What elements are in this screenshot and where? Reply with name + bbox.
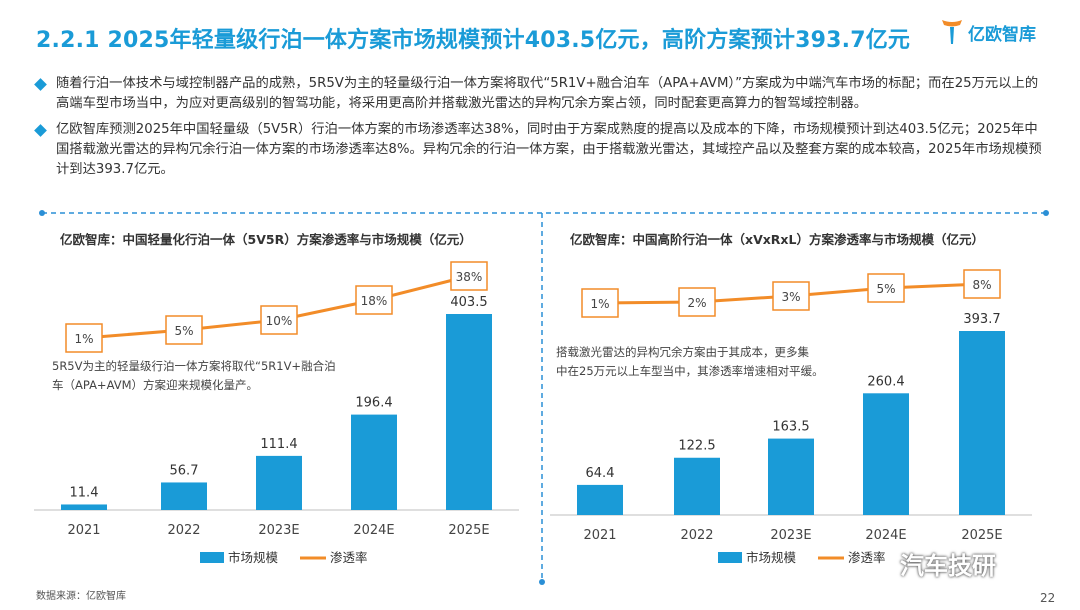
- x-tick-label: 2023E: [770, 528, 811, 543]
- bar-2024E: [351, 414, 397, 510]
- bar-2022: [674, 457, 720, 515]
- bar-2021: [577, 484, 623, 515]
- chart-annotation: 5R5V为主的轻量级行泊一体方案将取代“5R1V+融合泊: [52, 359, 336, 373]
- line-value-label: 3%: [781, 290, 800, 304]
- line-value-label: 8%: [972, 278, 991, 292]
- bar-2021: [61, 504, 107, 510]
- legend-swatch-bar: [718, 552, 742, 563]
- line-value-label: 5%: [174, 324, 193, 338]
- legend-label: 渗透率: [848, 550, 886, 565]
- x-tick-label: 2024E: [865, 528, 906, 543]
- chart-title: 亿欧智库：中国高阶行泊一体（xVxRxL）方案渗透率与市场规模（亿元）: [570, 232, 984, 247]
- legend-swatch-bar: [200, 552, 224, 563]
- bullet-text: 亿欧智库预测2025年中国轻量级（5V5R）行泊一体方案的市场渗透率达38%，同…: [56, 122, 1042, 177]
- bar-value-label: 163.5: [772, 420, 809, 435]
- x-tick-label: 2021: [67, 523, 100, 538]
- bullet-item: 随着行泊一体技术与域控制器产品的成熟，5R5V为主的轻量级行泊一体方案将取代“5…: [34, 74, 1046, 114]
- divider-dot: [39, 210, 45, 216]
- x-tick-label: 2024E: [353, 523, 394, 538]
- line-value-label: 10%: [266, 314, 293, 328]
- bar-value-label: 260.4: [867, 374, 904, 389]
- page-title: 2.2.1 2025年轻量级行泊一体方案市场规模预计403.5亿元，高阶方案预计…: [36, 28, 911, 53]
- line-value-label: 2%: [687, 296, 706, 310]
- bar-2022: [161, 482, 207, 510]
- chart-annotation: 中在25万元以上车型当中，其渗透率增速相对平缓。: [556, 364, 824, 378]
- x-tick-label: 2022: [680, 528, 713, 543]
- bar-value-label: 111.4: [260, 437, 297, 452]
- legend-label: 市场规模: [746, 550, 797, 565]
- legend-label: 市场规模: [228, 550, 279, 565]
- chart-annotation: 搭载激光雷达的异构冗余方案由于其成本，更多集: [556, 345, 809, 359]
- bullet-text: 随着行泊一体技术与域控制器产品的成熟，5R5V为主的轻量级行泊一体方案将取代“5…: [56, 76, 1039, 111]
- divider-dot: [1043, 210, 1049, 216]
- bar-value-label: 403.5: [450, 295, 487, 310]
- watermark: 汽车技研: [900, 552, 996, 580]
- line-point-marker: [867, 273, 905, 303]
- bullet-item: 亿欧智库预测2025年中国轻量级（5V5R）行泊一体方案的市场渗透率达38%，同…: [34, 120, 1046, 180]
- bar-value-label: 11.4: [70, 485, 99, 500]
- chart-title: 亿欧智库：中国轻量化行泊一体（5V5R）方案渗透率与市场规模（亿元）: [60, 232, 472, 247]
- bar-value-label: 56.7: [170, 463, 199, 478]
- logo: 亿欧智库: [940, 18, 1036, 46]
- bar-2025E: [446, 314, 492, 510]
- line-point-marker: [581, 288, 619, 318]
- line-point-marker: [355, 285, 393, 315]
- bullet-list: 随着行泊一体技术与域控制器产品的成熟，5R5V为主的轻量级行泊一体方案将取代“5…: [34, 74, 1046, 186]
- line-value-label: 18%: [361, 294, 388, 308]
- bar-value-label: 393.7: [963, 312, 1000, 327]
- line-point-marker: [65, 323, 103, 353]
- bar-value-label: 122.5: [678, 439, 715, 454]
- bar-2023E: [256, 455, 302, 510]
- line-value-label: 1%: [590, 297, 609, 311]
- x-tick-label: 2021: [583, 528, 616, 543]
- bar-2025E: [959, 331, 1005, 515]
- line-point-marker: [772, 281, 810, 311]
- line-point-marker: [260, 305, 298, 335]
- line-value-label: 1%: [74, 332, 93, 346]
- line-point-marker: [678, 287, 716, 317]
- source-note: 数据来源：亿欧智库: [36, 591, 126, 602]
- x-tick-label: 2025E: [448, 523, 489, 538]
- line-value-label: 5%: [876, 282, 895, 296]
- chart-annotation: 车（APA+AVM）方案迎来规模化量产。: [52, 378, 258, 392]
- legend-label: 渗透率: [330, 550, 368, 565]
- line-point-marker: [165, 315, 203, 345]
- line-point-marker: [450, 261, 488, 291]
- divider-dot: [539, 579, 545, 585]
- logo-text: 亿欧智库: [968, 24, 1036, 45]
- page-number: 22: [1040, 591, 1056, 605]
- x-tick-label: 2022: [167, 523, 200, 538]
- bar-2024E: [863, 393, 909, 515]
- x-tick-label: 2025E: [961, 528, 1002, 543]
- bar-value-label: 64.4: [586, 466, 615, 481]
- line-value-label: 38%: [456, 270, 483, 284]
- x-tick-label: 2023E: [258, 523, 299, 538]
- bar-value-label: 196.4: [355, 396, 392, 411]
- bar-2023E: [768, 438, 814, 515]
- line-point-marker: [963, 269, 1001, 299]
- logo-icon: [942, 20, 962, 44]
